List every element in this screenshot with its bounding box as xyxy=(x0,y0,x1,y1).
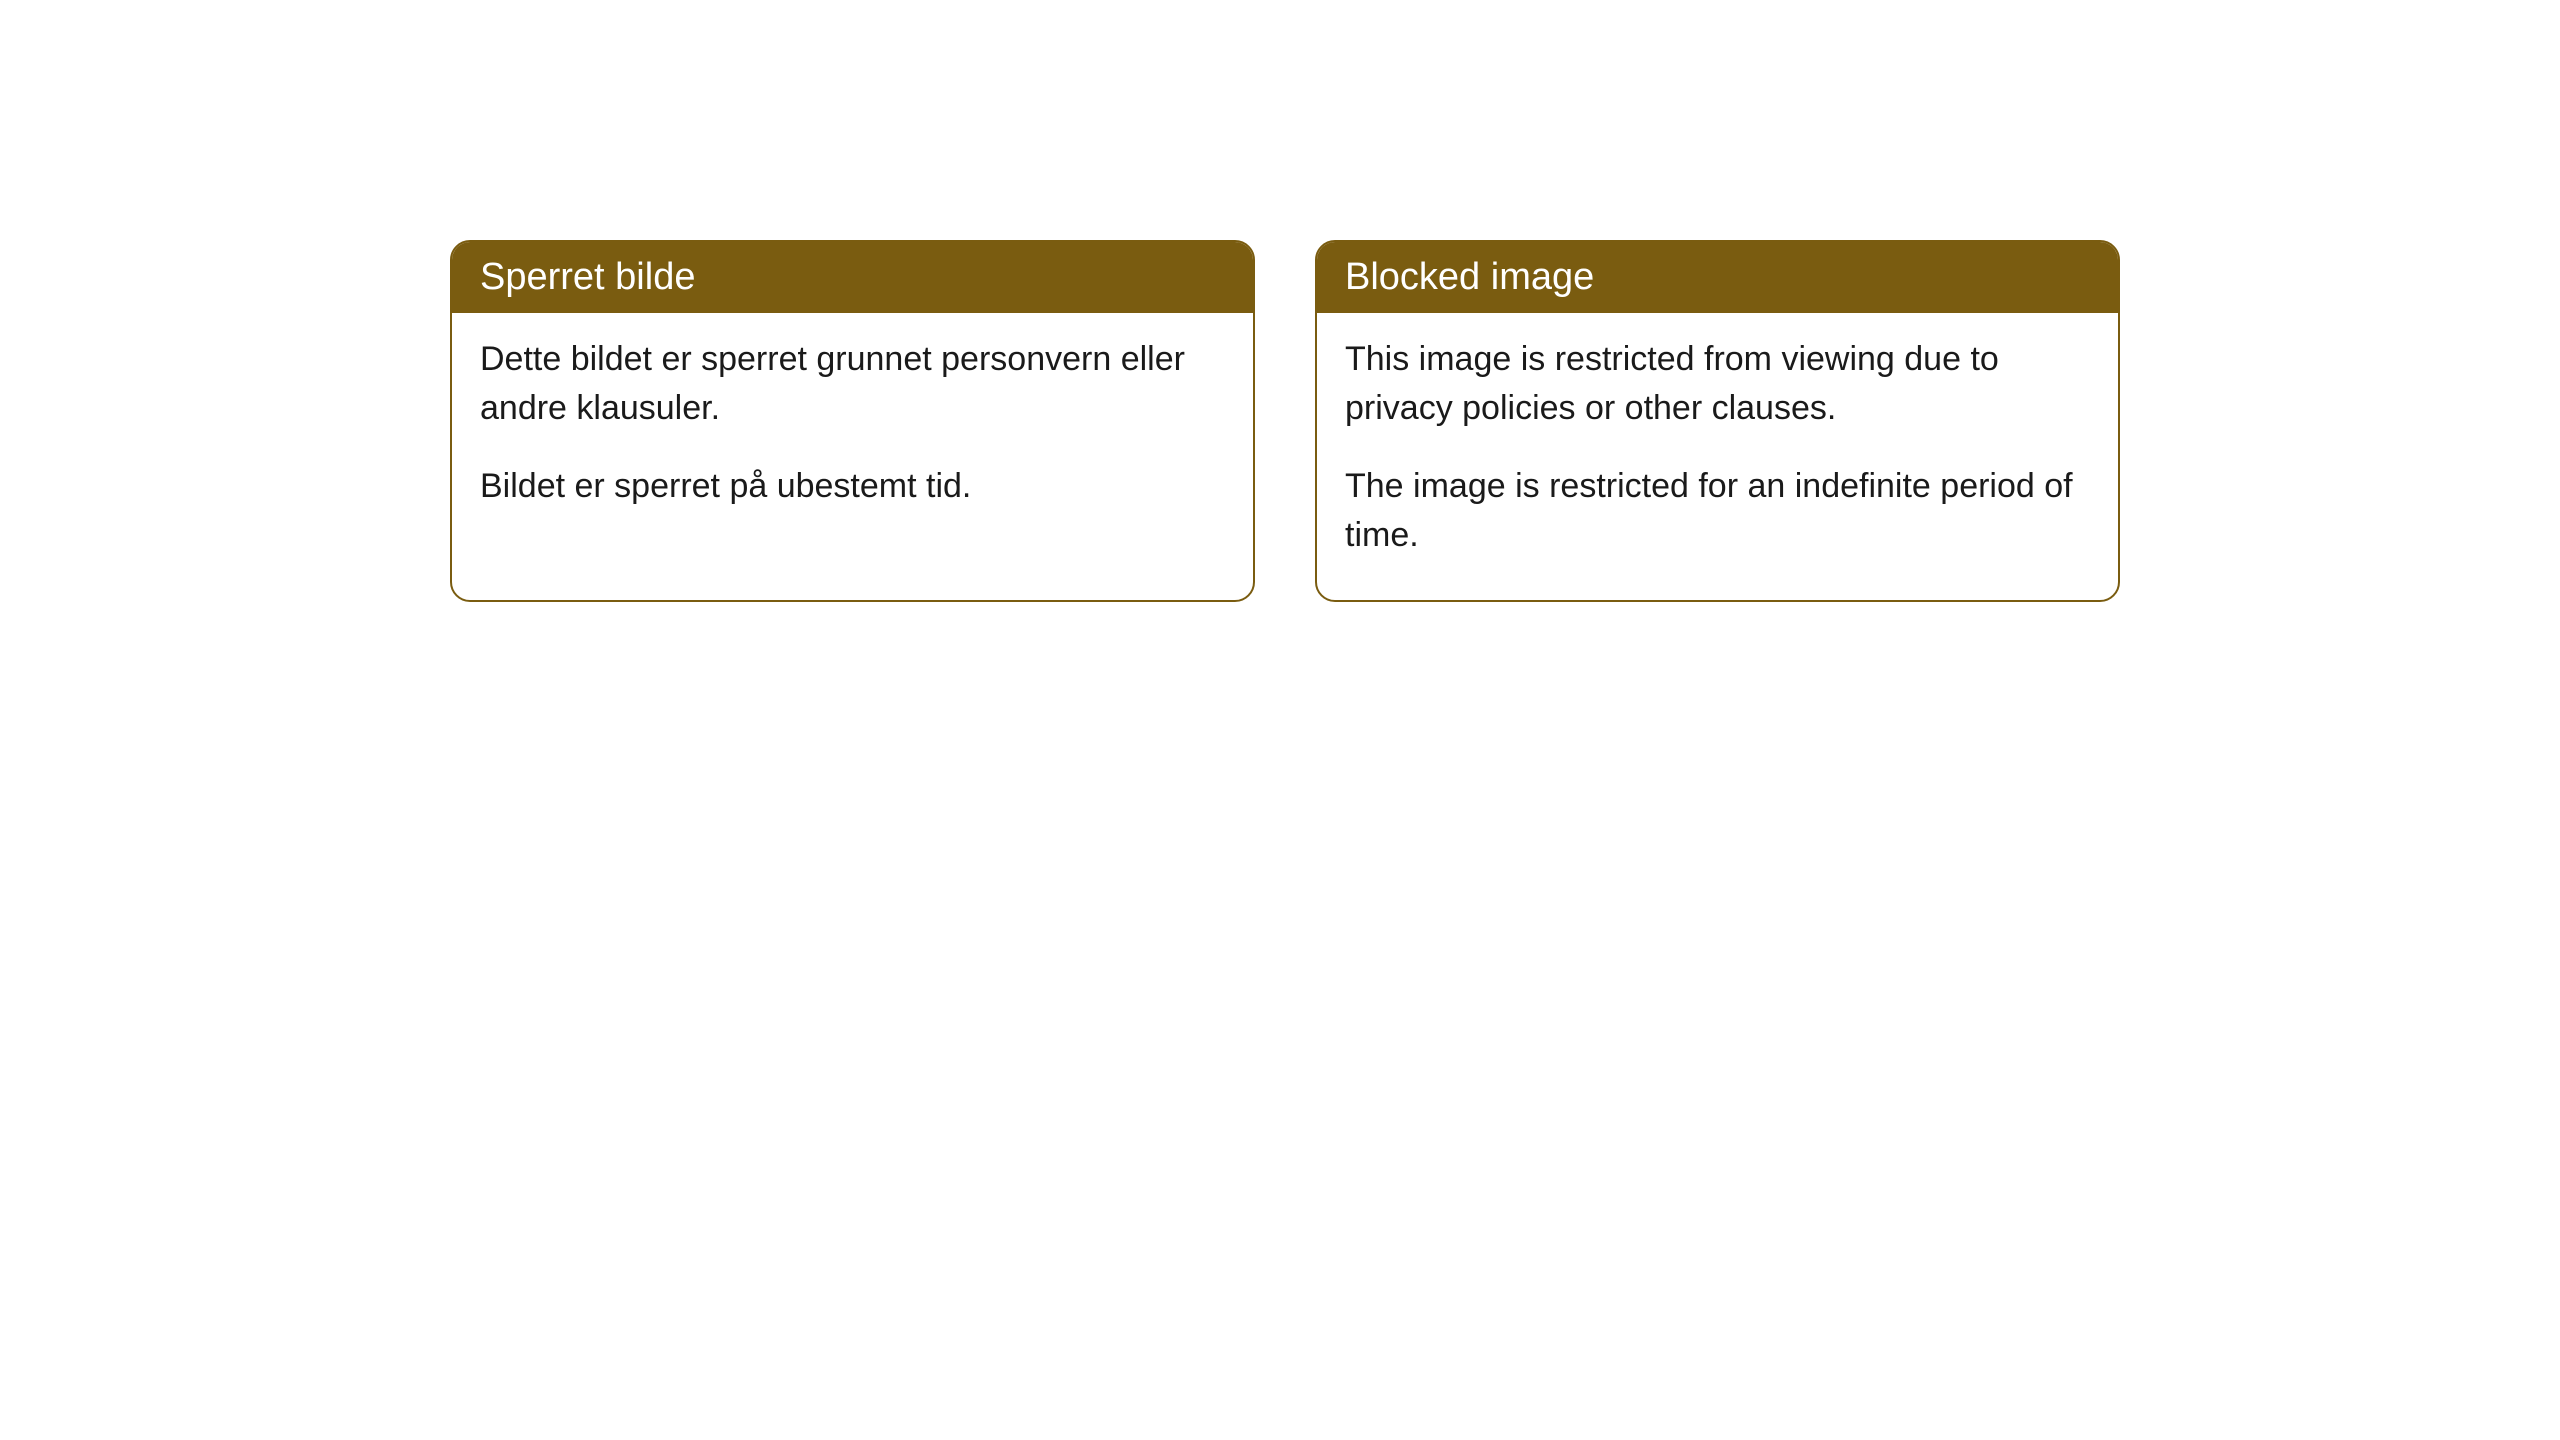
card-header-english: Blocked image xyxy=(1317,242,2118,313)
card-paragraph-2: The image is restricted for an indefinit… xyxy=(1345,462,2090,561)
cards-container: Sperret bilde Dette bildet er sperret gr… xyxy=(0,0,2560,602)
blocked-image-card-norwegian: Sperret bilde Dette bildet er sperret gr… xyxy=(450,240,1255,602)
blocked-image-card-english: Blocked image This image is restricted f… xyxy=(1315,240,2120,602)
card-paragraph-1: Dette bildet er sperret grunnet personve… xyxy=(480,335,1225,434)
card-body-english: This image is restricted from viewing du… xyxy=(1317,313,2118,600)
card-header-norwegian: Sperret bilde xyxy=(452,242,1253,313)
card-body-norwegian: Dette bildet er sperret grunnet personve… xyxy=(452,313,1253,551)
card-title: Blocked image xyxy=(1345,256,1594,298)
card-paragraph-2: Bildet er sperret på ubestemt tid. xyxy=(480,462,1225,511)
card-paragraph-1: This image is restricted from viewing du… xyxy=(1345,335,2090,434)
card-title: Sperret bilde xyxy=(480,256,695,298)
